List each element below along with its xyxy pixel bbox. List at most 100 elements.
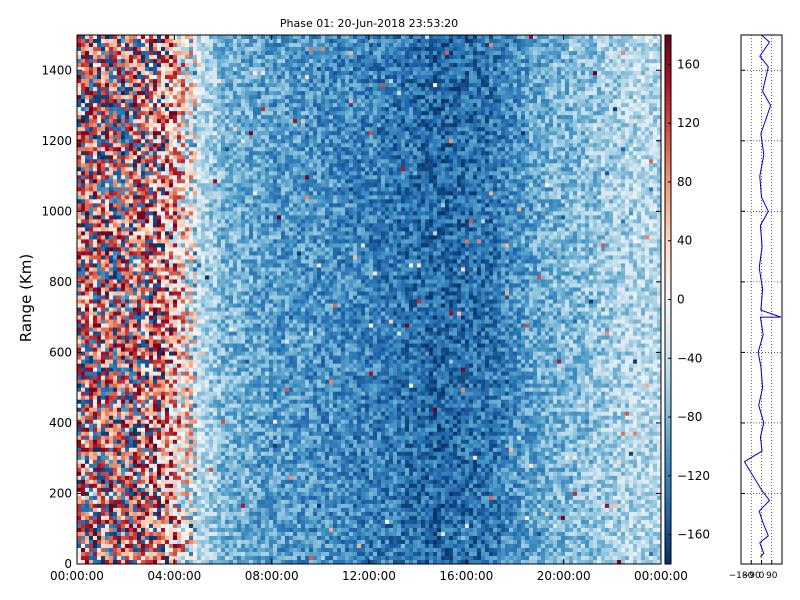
heatmap-cell: [145, 440, 149, 444]
heatmap-cell: [145, 468, 149, 472]
heatmap-cell: [157, 115, 161, 119]
heatmap-cell: [201, 304, 205, 308]
heatmap-cell: [193, 103, 197, 107]
heatmap-cell: [133, 408, 137, 412]
heatmap-cell: [117, 135, 121, 139]
heatmap-cell: [113, 404, 117, 408]
heatmap-cell: [141, 520, 145, 524]
heatmap-cell: [165, 512, 169, 516]
heatmap-cell: [125, 51, 129, 55]
heatmap-cell: [205, 424, 209, 428]
heatmap-cell: [181, 468, 185, 472]
heatmap-cell: [149, 119, 153, 123]
heatmap-cell: [125, 476, 129, 480]
heatmap-cell: [117, 259, 121, 263]
heatmap-cell: [109, 496, 113, 500]
heatmap-cell: [85, 540, 89, 544]
heatmap-cell: [173, 283, 177, 287]
heatmap-cell: [169, 47, 173, 51]
heatmap-cell: [205, 496, 209, 500]
heatmap-cell: [145, 227, 149, 231]
heatmap-cell: [77, 448, 81, 452]
heatmap-cell: [129, 372, 133, 376]
heatmap-cell: [105, 340, 109, 344]
heatmap-cell: [161, 43, 165, 47]
heatmap-cell: [133, 83, 137, 87]
heatmap-cell: [129, 55, 133, 59]
heatmap-cell: [125, 91, 129, 95]
heatmap-cell: [161, 356, 165, 360]
heatmap-cell: [209, 131, 213, 135]
heatmap-cell: [117, 83, 121, 87]
heatmap-cell: [173, 344, 177, 348]
heatmap-cell: [157, 368, 161, 372]
heatmap-cell: [145, 396, 149, 400]
heatmap-cell: [113, 79, 117, 83]
heatmap-cell: [141, 159, 145, 163]
heatmap-cell: [137, 263, 141, 267]
heatmap-cell: [181, 95, 185, 99]
heatmap-cell: [149, 540, 153, 544]
heatmap-cell: [125, 203, 129, 207]
heatmap-cell: [141, 71, 145, 75]
heatmap-cell: [189, 171, 193, 175]
heatmap-cell: [177, 263, 181, 267]
heatmap-cell: [153, 159, 157, 163]
heatmap-cell: [201, 155, 205, 159]
heatmap-cell: [189, 332, 193, 336]
heatmap-cell: [89, 139, 93, 143]
heatmap-cell: [129, 199, 133, 203]
heatmap-cell: [185, 404, 189, 408]
heatmap-cell: [153, 388, 157, 392]
heatmap-cell: [97, 179, 101, 183]
heatmap-cell: [77, 348, 81, 352]
heatmap-cell: [185, 231, 189, 235]
heatmap-cell: [173, 87, 177, 91]
heatmap-cell: [137, 127, 141, 131]
heatmap-cell: [117, 279, 121, 283]
heatmap-cell: [97, 215, 101, 219]
heatmap-cell: [157, 151, 161, 155]
heatmap-cell: [169, 159, 173, 163]
heatmap-cell: [133, 380, 137, 384]
heatmap-cell: [125, 380, 129, 384]
heatmap-cell: [129, 119, 133, 123]
heatmap-cell: [157, 344, 161, 348]
heatmap-cell: [177, 119, 181, 123]
heatmap-cell: [193, 324, 197, 328]
heatmap-cell: [89, 384, 93, 388]
heatmap-cell: [165, 215, 169, 219]
heatmap-cell: [177, 552, 181, 556]
heatmap-cell: [105, 332, 109, 336]
heatmap-cell: [205, 448, 209, 452]
heatmap-cell: [137, 424, 141, 428]
heatmap-cell: [149, 243, 153, 247]
heatmap-cell: [125, 159, 129, 163]
heatmap-cell: [109, 532, 113, 536]
heatmap-cell: [109, 400, 113, 404]
heatmap-cell: [97, 227, 101, 231]
heatmap-cell: [181, 243, 185, 247]
heatmap-cell: [125, 199, 129, 203]
heatmap-cell: [121, 55, 125, 59]
heatmap-cell: [105, 39, 109, 43]
heatmap-cell: [169, 203, 173, 207]
heatmap-cell: [181, 548, 185, 552]
heatmap-cell: [133, 267, 137, 271]
heatmap-cell: [157, 83, 161, 87]
heatmap-cell: [149, 400, 153, 404]
heatmap-cell: [125, 340, 129, 344]
heatmap-cell: [81, 115, 85, 119]
heatmap-cell: [85, 99, 89, 103]
heatmap-cell: [169, 291, 173, 295]
heatmap-cell: [145, 183, 149, 187]
heatmap-cell: [205, 440, 209, 444]
heatmap-cell: [105, 271, 109, 275]
heatmap-cell: [85, 115, 89, 119]
heatmap-cell: [133, 295, 137, 299]
heatmap-cell: [201, 63, 205, 67]
heatmap-cell: [97, 480, 101, 484]
heatmap-cell: [169, 348, 173, 352]
heatmap-cell: [173, 171, 177, 175]
heatmap-cell: [193, 191, 197, 195]
